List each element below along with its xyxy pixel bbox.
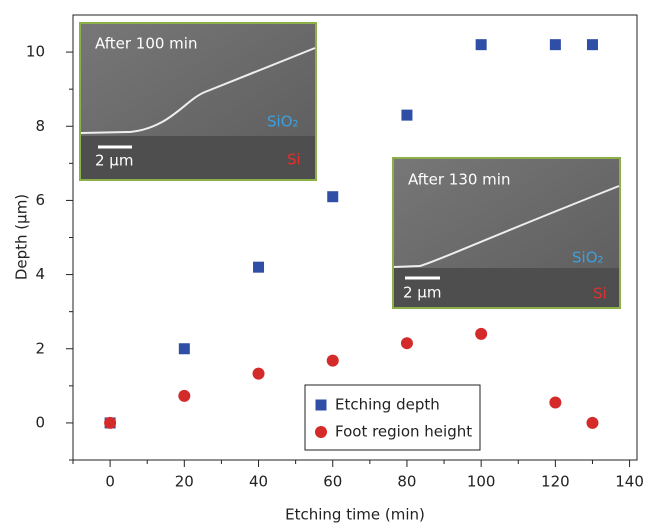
- y-tick-label: 2: [35, 339, 45, 357]
- y-tick-label: 4: [35, 265, 45, 283]
- inset-image: After 130 min SiO₂ Si 2 μm: [393, 158, 620, 308]
- x-tick-label: 60: [323, 473, 342, 491]
- inset-label: SiO₂: [267, 113, 299, 131]
- point: [586, 417, 598, 429]
- point: [179, 343, 190, 354]
- scale-bar-label: 2 μm: [403, 284, 441, 302]
- y-tick-label: 10: [26, 43, 45, 61]
- inset-image: After 100 min SiO₂ Si 2 μm: [80, 23, 316, 180]
- scale-bar-label: 2 μm: [95, 152, 133, 170]
- x-tick-label: 120: [541, 473, 570, 491]
- point: [401, 110, 412, 121]
- point: [475, 328, 487, 340]
- inset-title: After 130 min: [408, 171, 510, 189]
- x-tick-label: 100: [467, 473, 496, 491]
- inset-label: Si: [287, 151, 301, 169]
- legend-marker: [315, 426, 327, 438]
- point: [178, 390, 190, 402]
- chart: After 100 min SiO₂ Si 2 μm After 130 min…: [0, 0, 664, 523]
- x-tick-label: 140: [615, 473, 644, 491]
- x-tick-label: 0: [105, 473, 115, 491]
- point: [401, 337, 413, 349]
- legend-label: Etching depth: [335, 396, 440, 414]
- inset-label: Si: [593, 285, 607, 303]
- x-tick-label: 20: [175, 473, 194, 491]
- y-tick-label: 6: [35, 191, 45, 209]
- legend-label: Foot region height: [335, 423, 472, 441]
- point: [104, 417, 116, 429]
- inset-title: After 100 min: [95, 35, 197, 53]
- x-tick-label: 40: [249, 473, 268, 491]
- legend-marker: [316, 400, 327, 411]
- point: [253, 262, 264, 273]
- y-tick-label: 8: [35, 117, 45, 135]
- x-tick-label: 80: [397, 473, 416, 491]
- x-axis-label: Etching time (min): [285, 506, 425, 523]
- point: [549, 397, 561, 409]
- point: [587, 39, 598, 50]
- point: [253, 368, 265, 380]
- y-axis-label: Depth (μm): [13, 194, 31, 280]
- point: [327, 355, 339, 367]
- y-tick-label: 0: [35, 413, 45, 431]
- inset-label: SiO₂: [572, 249, 604, 267]
- point: [550, 39, 561, 50]
- point: [327, 191, 338, 202]
- point: [476, 39, 487, 50]
